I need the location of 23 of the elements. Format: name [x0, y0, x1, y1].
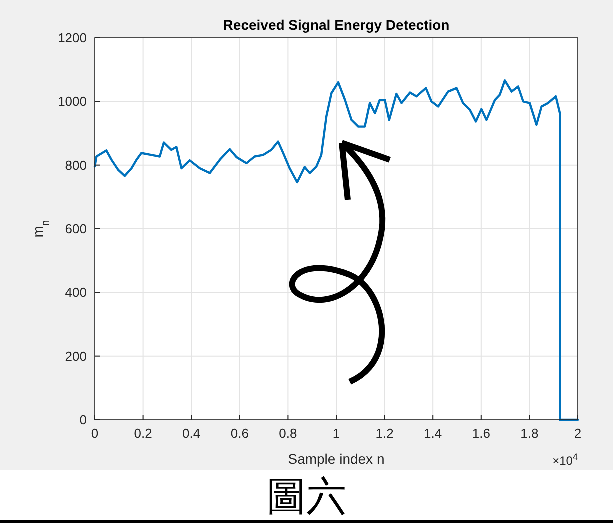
- y-tick-label: 600: [65, 222, 87, 236]
- x-tick-label: 0.8: [279, 426, 298, 441]
- x-tick-label: 0: [91, 426, 99, 441]
- y-tick-label: 200: [65, 348, 87, 364]
- x-axis-title: Sample index n: [288, 451, 385, 467]
- x-tick-label: 0.6: [230, 426, 249, 441]
- line-series: [94, 80, 580, 422]
- text: ×10$^{4}$: [552, 452, 578, 468]
- y-tick-label: 800: [65, 158, 87, 173]
- y-tick-label: 1000: [58, 94, 87, 110]
- x-tick-label: 2: [574, 426, 582, 441]
- y-tick-label: 400: [65, 285, 87, 300]
- x-tick-label: 0.2: [134, 426, 152, 441]
- x-tick-label: 1.4: [424, 426, 442, 441]
- y-tick-label: 0: [80, 412, 87, 428]
- x-tick-label: 1.6: [472, 426, 490, 441]
- text: 圖六: [266, 474, 346, 520]
- chart-title: Received Signal Energy Detection: [223, 17, 450, 33]
- x-tick-label: 1.8: [520, 426, 539, 441]
- y-tick-label: 1200: [58, 30, 87, 46]
- x-tick-label: 1.2: [376, 426, 394, 441]
- x-tick-label: 0.4: [182, 426, 201, 441]
- x-tick-label: 1: [332, 426, 340, 441]
